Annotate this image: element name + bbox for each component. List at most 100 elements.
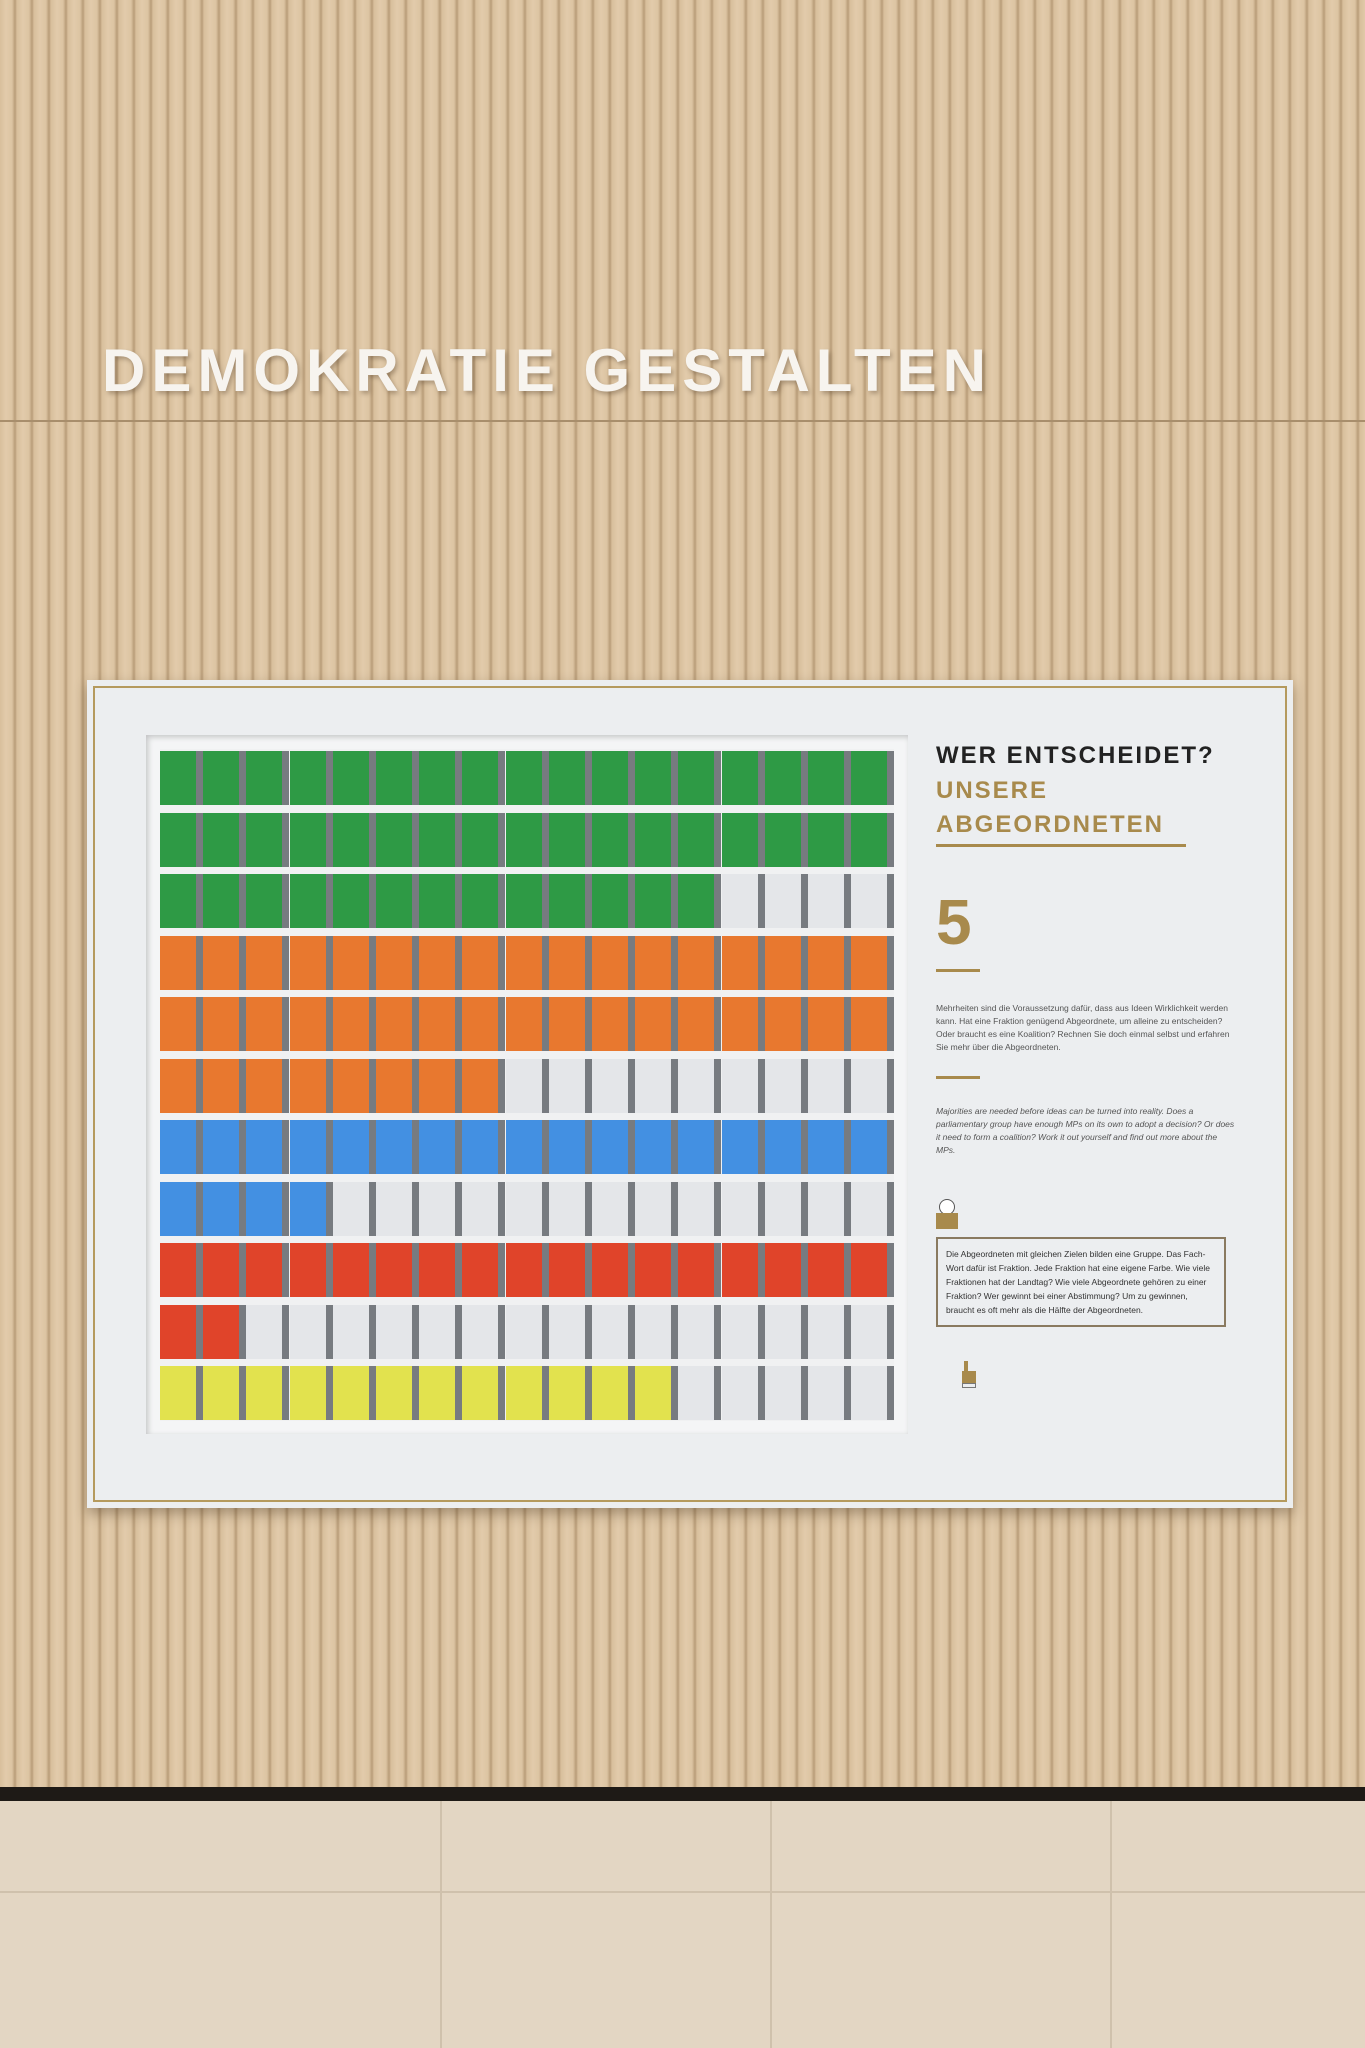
seat-tile-filled[interactable] (203, 1058, 240, 1113)
seat-tile-filled[interactable] (289, 1058, 326, 1113)
seat-tile-filled[interactable] (721, 751, 758, 805)
seat-tile-filled[interactable] (462, 935, 499, 990)
seat-tile-empty[interactable] (548, 1181, 585, 1236)
seat-tile-filled[interactable] (332, 1366, 369, 1420)
seat-tile-filled[interactable] (764, 812, 801, 867)
seat-tile-empty[interactable] (678, 1304, 715, 1359)
seat-tile-filled[interactable] (332, 997, 369, 1051)
seat-tile-empty[interactable] (635, 1304, 672, 1359)
seat-tile-filled[interactable] (678, 1120, 715, 1174)
seat-tile-filled[interactable] (808, 812, 844, 867)
seat-tile-empty[interactable] (678, 1058, 715, 1113)
seat-tile-empty[interactable] (419, 1304, 456, 1359)
seat-tile-empty[interactable] (332, 1181, 369, 1236)
seat-tile-filled[interactable] (289, 1120, 326, 1174)
seat-tile-filled[interactable] (332, 1120, 369, 1174)
seat-tile-filled[interactable] (160, 874, 196, 928)
seat-tile-filled[interactable] (462, 751, 499, 805)
seat-tile-empty[interactable] (808, 1058, 844, 1113)
seat-tile-filled[interactable] (548, 812, 585, 867)
seat-tile-filled[interactable] (462, 812, 499, 867)
seat-tile-filled[interactable] (505, 874, 542, 928)
seat-tile-filled[interactable] (203, 1304, 240, 1359)
seat-tile-filled[interactable] (332, 935, 369, 990)
seat-tile-filled[interactable] (160, 751, 196, 805)
seat-tile-filled[interactable] (289, 751, 326, 805)
seat-tile-empty[interactable] (851, 874, 888, 928)
seat-tile-filled[interactable] (592, 997, 628, 1051)
seat-tile-empty[interactable] (678, 1366, 715, 1420)
seat-tile-filled[interactable] (635, 997, 672, 1051)
seat-tile-filled[interactable] (462, 1243, 499, 1297)
seat-tile-filled[interactable] (635, 1366, 672, 1420)
seat-tile-filled[interactable] (160, 935, 196, 990)
seat-tile-empty[interactable] (764, 1181, 801, 1236)
seat-tile-filled[interactable] (592, 1243, 628, 1297)
seat-tile-filled[interactable] (376, 1366, 412, 1420)
seat-tile-filled[interactable] (505, 1366, 542, 1420)
seat-tile-filled[interactable] (246, 874, 283, 928)
seat-tile-filled[interactable] (160, 1181, 196, 1236)
seat-tile-empty[interactable] (808, 874, 844, 928)
seat-tile-filled[interactable] (592, 751, 628, 805)
seat-tile-filled[interactable] (808, 751, 844, 805)
seat-tile-filled[interactable] (548, 1366, 585, 1420)
seat-tile-filled[interactable] (462, 874, 499, 928)
seat-tile-empty[interactable] (462, 1304, 499, 1359)
seat-tile-filled[interactable] (592, 1366, 628, 1420)
seat-tile-empty[interactable] (332, 1304, 369, 1359)
seat-tile-filled[interactable] (764, 1243, 801, 1297)
seat-tile-empty[interactable] (851, 1366, 888, 1420)
seat-tile-filled[interactable] (635, 935, 672, 990)
seat-tile-empty[interactable] (548, 1304, 585, 1359)
seat-tile-filled[interactable] (678, 874, 715, 928)
seat-tile-filled[interactable] (851, 997, 888, 1051)
seat-tile-empty[interactable] (505, 1304, 542, 1359)
seat-tile-filled[interactable] (764, 935, 801, 990)
seat-tile-empty[interactable] (721, 1058, 758, 1113)
seat-tile-filled[interactable] (160, 1304, 196, 1359)
seat-tile-filled[interactable] (160, 1058, 196, 1113)
seat-tile-filled[interactable] (721, 1120, 758, 1174)
seat-tile-filled[interactable] (505, 751, 542, 805)
seat-tile-filled[interactable] (462, 997, 499, 1051)
seat-tile-filled[interactable] (462, 1366, 499, 1420)
seat-tile-filled[interactable] (289, 874, 326, 928)
seat-tile-filled[interactable] (419, 812, 456, 867)
seat-tile-filled[interactable] (246, 1366, 283, 1420)
seat-tile-filled[interactable] (376, 1058, 412, 1113)
seat-tile-filled[interactable] (246, 751, 283, 805)
seat-tile-filled[interactable] (160, 997, 196, 1051)
seat-tile-empty[interactable] (678, 1181, 715, 1236)
seat-tile-filled[interactable] (851, 751, 888, 805)
seat-tile-filled[interactable] (376, 751, 412, 805)
seat-tile-filled[interactable] (851, 1120, 888, 1174)
seat-tile-empty[interactable] (592, 1181, 628, 1236)
seat-tile-empty[interactable] (592, 1058, 628, 1113)
seat-tile-filled[interactable] (203, 751, 240, 805)
seat-tile-filled[interactable] (160, 812, 196, 867)
seat-tile-filled[interactable] (419, 751, 456, 805)
seat-tile-empty[interactable] (721, 1366, 758, 1420)
seat-tile-empty[interactable] (808, 1181, 844, 1236)
seat-tile-filled[interactable] (548, 874, 585, 928)
seat-tile-filled[interactable] (332, 1058, 369, 1113)
seat-tile-filled[interactable] (419, 1243, 456, 1297)
seat-tile-empty[interactable] (635, 1181, 672, 1236)
seat-tile-filled[interactable] (721, 812, 758, 867)
seat-tile-empty[interactable] (419, 1181, 456, 1236)
seat-tile-filled[interactable] (203, 874, 240, 928)
seat-tile-empty[interactable] (635, 1058, 672, 1113)
seat-tile-filled[interactable] (592, 1120, 628, 1174)
seat-tile-filled[interactable] (246, 812, 283, 867)
seat-tile-filled[interactable] (851, 935, 888, 990)
seat-tile-filled[interactable] (678, 751, 715, 805)
seat-tile-filled[interactable] (592, 874, 628, 928)
seat-tile-filled[interactable] (160, 1120, 196, 1174)
seat-tile-filled[interactable] (376, 812, 412, 867)
seat-tile-filled[interactable] (246, 1058, 283, 1113)
seat-tile-filled[interactable] (160, 1366, 196, 1420)
seat-tile-filled[interactable] (592, 935, 628, 990)
seat-tile-filled[interactable] (635, 874, 672, 928)
seat-tile-filled[interactable] (419, 1058, 456, 1113)
